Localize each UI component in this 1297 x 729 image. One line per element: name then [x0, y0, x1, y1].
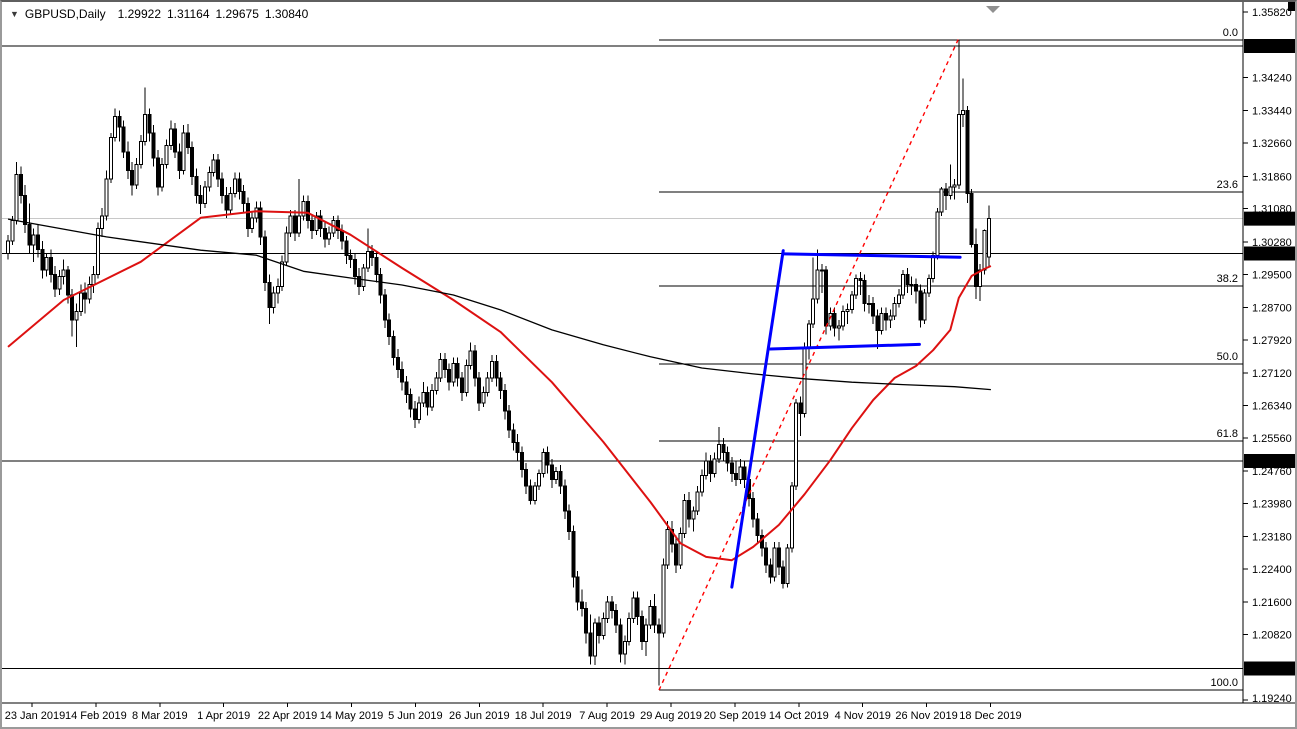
price-level-badge-text: 1.20000	[1250, 664, 1288, 676]
horizontal-lines[interactable]	[2, 45, 1243, 670]
high-value: 1.31164	[167, 7, 210, 21]
price-level-badge-text: 1.25000	[1250, 456, 1288, 468]
date-tick-label: 23 Jan 2019	[5, 710, 66, 722]
price-level-badge	[1244, 454, 1295, 468]
price-tick-label: 1.23980	[1252, 498, 1292, 510]
current-price-badge	[1244, 211, 1295, 226]
price-level-badge-text: 1.30000	[1250, 249, 1288, 261]
price-tick-label: 1.33440	[1252, 106, 1292, 118]
price-tick-label: 1.30280	[1252, 237, 1292, 249]
axis-frame	[2, 2, 1295, 704]
fib-level-label: 0.0	[1223, 27, 1238, 39]
date-tick-label: 1 Apr 2019	[197, 710, 250, 722]
close-value: 1.30840	[264, 7, 309, 21]
date-tick-label: 4 Nov 2019	[835, 710, 891, 722]
price-tick-label: 1.26340	[1252, 400, 1292, 412]
price-tick-label: 1.25560	[1252, 433, 1292, 445]
price-level-badge	[1244, 246, 1295, 261]
price-badges: 1.35000 1.30000 1.25000 1.20000 1.30840	[1244, 39, 1295, 676]
open-value: 1.29922	[117, 7, 161, 21]
price-tick-label: 1.27920	[1252, 335, 1292, 347]
fib-level-label: 38.2	[1217, 273, 1238, 285]
price-tick-label: 1.32660	[1252, 138, 1292, 150]
price-tick-label: 1.19240	[1252, 693, 1292, 705]
price-level-badge	[1244, 39, 1295, 53]
date-tick-label: 7 Aug 2019	[579, 710, 635, 722]
time-axis[interactable]: 23 Jan 2019 14 Feb 2019 8 Mar 2019 1 Apr 20…	[5, 703, 1022, 722]
collapse-ohlc-icon[interactable]: ▼	[10, 8, 19, 19]
chart-shift-marker[interactable]	[986, 2, 1295, 13]
trendlines-blue[interactable]	[730, 249, 962, 589]
current-price-badge-text: 1.30840	[1250, 214, 1288, 226]
date-tick-label: 29 Aug 2019	[640, 710, 702, 722]
price-tick-label: 1.28700	[1252, 302, 1292, 314]
symbol-period-label: GBPUSD,Daily	[24, 7, 106, 21]
date-tick-label: 22 Apr 2019	[258, 710, 317, 722]
low-value: 1.29675	[215, 7, 259, 21]
fib-level-label: 100.0	[1210, 677, 1238, 689]
date-tick-label: 18 Jul 2019	[515, 710, 572, 722]
date-tick-label: 8 Mar 2019	[132, 710, 188, 722]
price-level-badge	[1244, 661, 1295, 676]
date-tick-label: 5 Jun 2019	[388, 710, 442, 722]
price-tick-label: 1.23180	[1252, 532, 1292, 544]
price-tick-label: 1.27120	[1252, 368, 1292, 380]
price-level-badge-text: 1.35000	[1250, 41, 1288, 53]
price-tick-label: 1.24760	[1252, 466, 1292, 478]
fib-level-label: 61.8	[1217, 428, 1238, 440]
price-tick-label: 1.21600	[1252, 597, 1292, 609]
date-tick-label: 18 Dec 2019	[959, 710, 1021, 722]
price-tick-label: 1.34240	[1252, 73, 1292, 85]
candles-layer	[6, 39, 991, 686]
fib-level-label: 50.0	[1217, 351, 1238, 363]
price-tick-label: 1.22400	[1252, 564, 1292, 576]
price-tick-label: 1.20820	[1252, 629, 1292, 641]
date-tick-label: 26 Nov 2019	[895, 710, 957, 722]
price-tick-label: 1.31860	[1252, 171, 1292, 183]
date-tick-label: 26 Jun 2019	[449, 710, 510, 722]
moving-average-black[interactable]	[7, 218, 991, 391]
date-tick-label: 14 May 2019	[320, 710, 384, 722]
price-tick-label: 1.29500	[1252, 269, 1292, 281]
price-tick-label: 1.35820	[1252, 7, 1292, 19]
date-tick-label: 14 Oct 2019	[769, 710, 829, 722]
date-tick-label: 20 Sep 2019	[704, 710, 766, 722]
ohlc-header: ▼ GBPUSD,Daily 1.29922 1.31164 1.29675 1…	[10, 7, 308, 21]
date-tick-label: 14 Feb 2019	[65, 710, 127, 722]
fib-level-label: 23.6	[1217, 179, 1238, 191]
